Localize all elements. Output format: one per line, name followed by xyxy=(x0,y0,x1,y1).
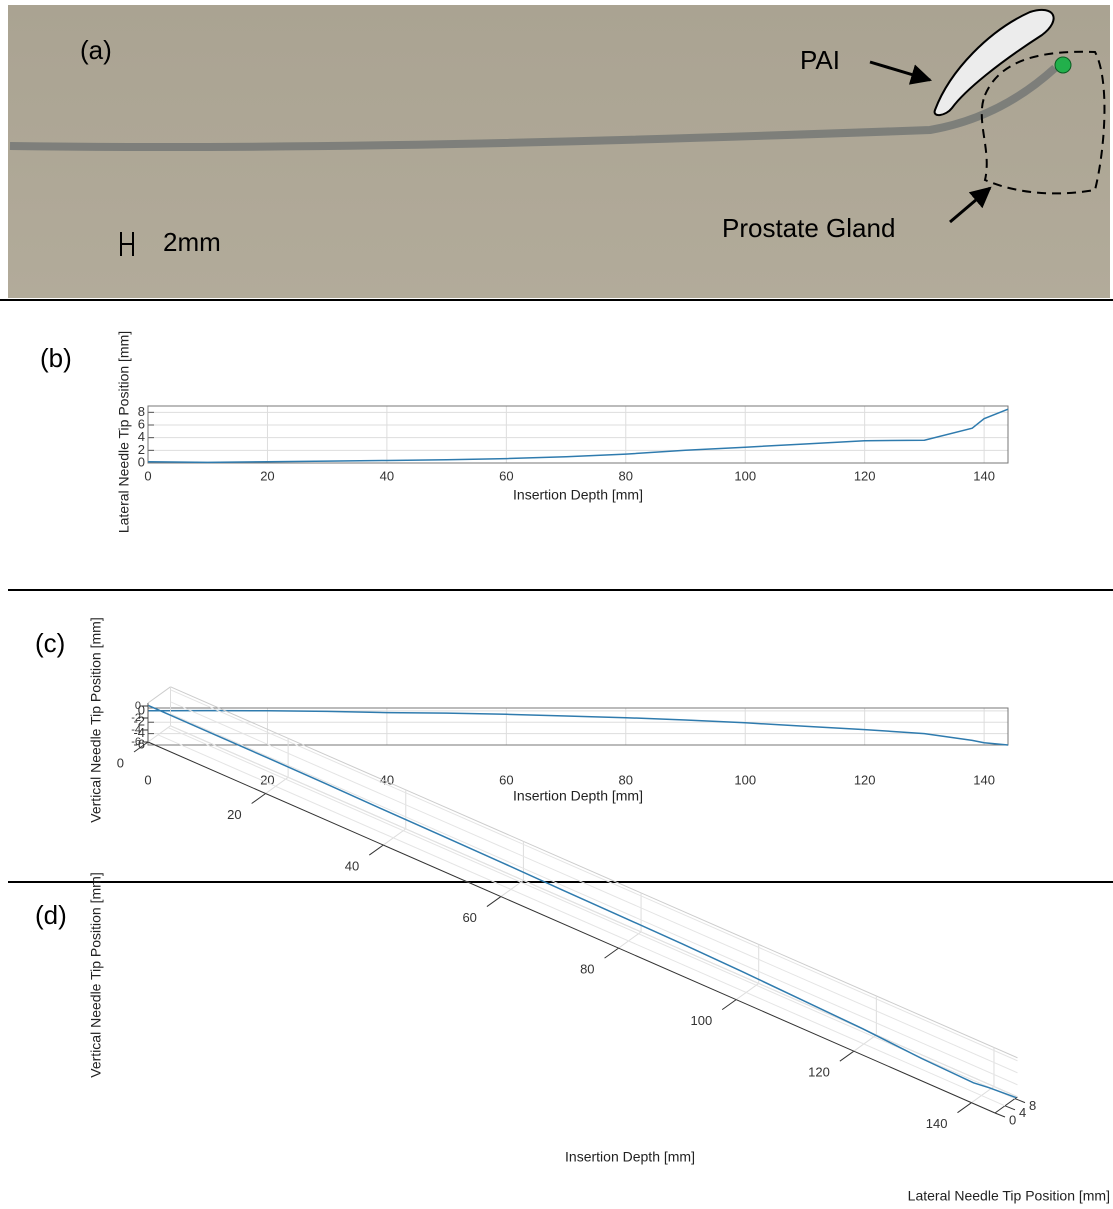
pointer-label: Prostate Gland xyxy=(722,213,895,243)
z-tick-label: -2 xyxy=(131,712,141,724)
box-edge xyxy=(995,1097,1018,1113)
grid-line xyxy=(619,932,642,948)
grid-line xyxy=(168,728,1015,1099)
x-tick-label: 80 xyxy=(580,962,594,977)
tick-mark xyxy=(369,845,383,855)
tick-mark xyxy=(840,1051,854,1061)
x-tick-label: 100 xyxy=(690,1013,712,1028)
tick-mark xyxy=(1005,1106,1015,1110)
scale-label: 2mm xyxy=(163,227,221,257)
tick-mark xyxy=(957,1103,971,1113)
plot-area xyxy=(148,708,1008,745)
tick-mark xyxy=(722,1000,736,1010)
x-tick-label: 80 xyxy=(619,772,633,787)
figure: (a) PAI Prostate Gland 2mm 0204060801001… xyxy=(0,0,1113,1209)
x-tick-label: 140 xyxy=(973,468,995,483)
y-tick-label: 8 xyxy=(138,404,145,419)
grid-line xyxy=(736,983,759,999)
page: (a) PAI Prostate Gland 2mm 0204060801001… xyxy=(0,0,1113,1209)
grid-line xyxy=(171,726,1018,1097)
target-dot xyxy=(1055,57,1071,73)
x-tick-label: 120 xyxy=(854,468,876,483)
x-tick-label: 80 xyxy=(619,468,633,483)
tick-mark xyxy=(605,948,619,958)
pointer-label: PAI xyxy=(800,45,840,75)
x-tick-label: 60 xyxy=(499,772,513,787)
grid-line xyxy=(383,829,406,845)
grid-line xyxy=(854,1035,877,1051)
photo-panel: (a) PAI Prostate Gland 2mm xyxy=(8,5,1110,298)
z-tick-label: -6 xyxy=(131,736,141,748)
x-tick-label: 40 xyxy=(380,468,394,483)
y-axis-label: Vertical Needle Tip Position [mm] xyxy=(88,617,104,822)
z-axis-label: Vertical Needle Tip Position [mm] xyxy=(88,872,104,1077)
x-tick-label: 0 xyxy=(144,468,151,483)
x-tick-label: 100 xyxy=(734,468,756,483)
panel-label: (c) xyxy=(35,628,65,658)
z-tick-label: -4 xyxy=(131,724,141,736)
x-tick-label: 20 xyxy=(227,807,241,822)
panel-label: (a) xyxy=(80,35,112,65)
x-tick-label: 60 xyxy=(462,910,476,925)
x-tick-label: 40 xyxy=(380,772,394,787)
grid-line xyxy=(171,702,1018,1073)
x-tick-label: 100 xyxy=(734,772,756,787)
x-tick-label: 140 xyxy=(926,1116,948,1131)
x-tick-label: 20 xyxy=(260,468,274,483)
x-tick-label: 0 xyxy=(144,772,151,787)
plot-area xyxy=(148,406,1008,463)
y-tick-label: 4 xyxy=(1019,1105,1026,1120)
x-axis-label: Insertion Depth [mm] xyxy=(513,788,643,804)
x-tick-label: 60 xyxy=(499,468,513,483)
x-tick-label: 40 xyxy=(345,858,359,873)
y-tick-label: 0 xyxy=(1009,1112,1016,1127)
y-axis-label: Lateral Needle Tip Position [mm] xyxy=(116,331,132,533)
tick-mark xyxy=(252,794,266,804)
x-tick-label: 120 xyxy=(808,1065,830,1080)
x-tick-label: 0 xyxy=(117,755,124,770)
y-tick-label: 8 xyxy=(1029,1098,1036,1113)
box-edge xyxy=(148,687,171,703)
panel-label: (b) xyxy=(40,343,72,373)
tick-mark xyxy=(995,1113,1005,1117)
panel-label: (d) xyxy=(35,900,67,930)
grid-line xyxy=(171,714,1018,1085)
y-axis-label: Lateral Needle Tip Position [mm] xyxy=(908,1188,1110,1204)
tick-mark xyxy=(487,897,501,907)
x-axis-label: Insertion Depth [mm] xyxy=(513,487,643,503)
z-tick-label: 0 xyxy=(135,700,141,712)
tick-mark xyxy=(1015,1099,1025,1103)
x-tick-label: 140 xyxy=(973,772,995,787)
x-tick-label: 120 xyxy=(854,772,876,787)
x-axis-label: Insertion Depth [mm] xyxy=(565,1149,695,1165)
